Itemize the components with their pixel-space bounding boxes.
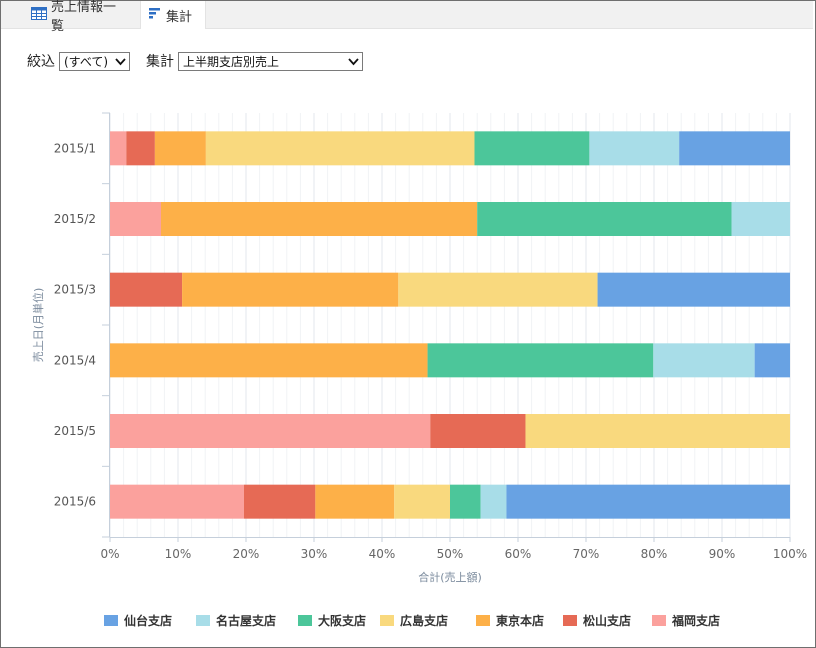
narrow-select[interactable]: (すべて) <box>59 51 130 71</box>
chevron-down-icon <box>115 56 126 70</box>
narrow-select-value: (すべて) <box>64 54 109 69</box>
aggregate-label: 集計 <box>146 54 174 70</box>
filter-bar: 絞込 (すべて) 集計 上半期支店別売上 <box>27 50 363 72</box>
tab-summary-label: 集計 <box>166 9 193 25</box>
tab-sales-list-label: 売上情報一覧 <box>51 0 117 34</box>
aggregate-select[interactable]: 上半期支店別売上 <box>178 51 363 71</box>
narrow-label: 絞込 <box>27 54 55 70</box>
bar-chart-icon <box>149 7 162 23</box>
chevron-down-icon <box>348 56 359 70</box>
tab-summary[interactable]: 集計 <box>140 1 206 29</box>
tab-sales-list[interactable]: 売上情報一覧 <box>23 0 135 34</box>
aggregate-select-value: 上半期支店別売上 <box>183 54 280 69</box>
table-icon <box>31 6 47 24</box>
tab-bar: 売上情報一覧 集計 <box>1 0 813 34</box>
